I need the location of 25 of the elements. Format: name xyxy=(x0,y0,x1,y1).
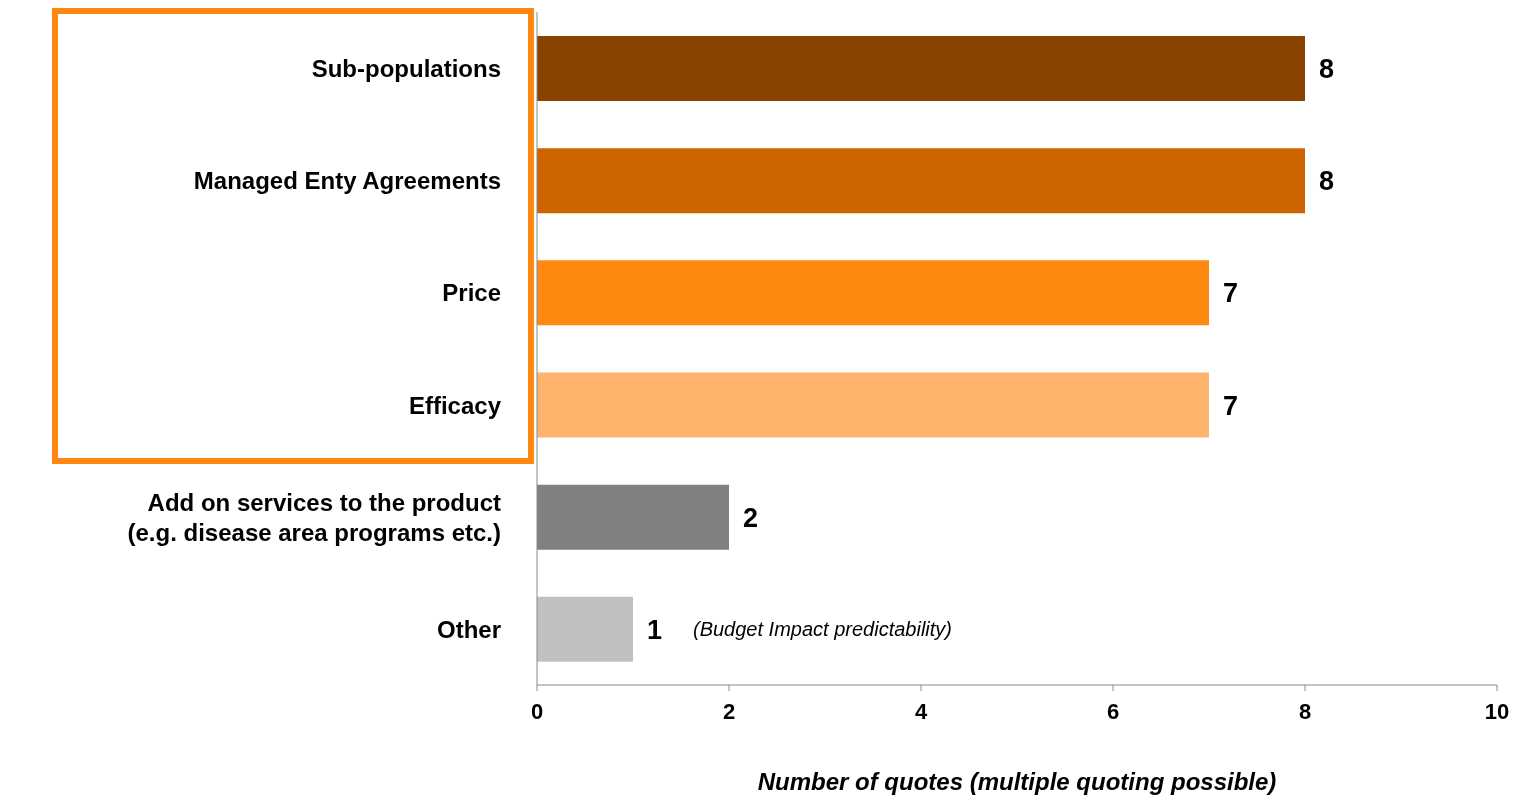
x-tick-label: 4 xyxy=(914,698,928,724)
data-label: 1 xyxy=(647,614,663,645)
y-tick-label: Price xyxy=(442,278,501,306)
data-label: 7 xyxy=(1223,390,1239,421)
y-tick-label: Other xyxy=(436,615,501,643)
x-tick-label: 6 xyxy=(1106,698,1120,724)
x-axis-title: Number of quotes (multiple quoting possible) xyxy=(757,768,1277,795)
data-label: 2 xyxy=(743,502,759,533)
x-tick-label: 0 xyxy=(530,698,544,724)
bar xyxy=(537,260,1209,326)
x-tick-label: 8 xyxy=(1298,698,1312,724)
annotation: (Budget Impact predictability) xyxy=(693,618,953,641)
bar xyxy=(537,36,1305,101)
y-tick-label: Efficacy xyxy=(408,391,502,419)
data-label: 8 xyxy=(1319,54,1335,85)
bar xyxy=(537,372,1209,438)
y-tick-label: Add on services to the product (e.g. disease area programs etc.) xyxy=(127,488,501,546)
data-label: 7 xyxy=(1223,278,1239,309)
bar xyxy=(537,148,1305,214)
y-tick-label: Sub-populations xyxy=(311,54,501,82)
y-tick-label: Managed Enty Agreements xyxy=(193,166,501,194)
x-tick-label: 2 xyxy=(722,698,736,724)
x-tick-label: 10 xyxy=(1484,698,1510,724)
bar xyxy=(537,596,633,662)
data-label: 8 xyxy=(1319,166,1335,197)
